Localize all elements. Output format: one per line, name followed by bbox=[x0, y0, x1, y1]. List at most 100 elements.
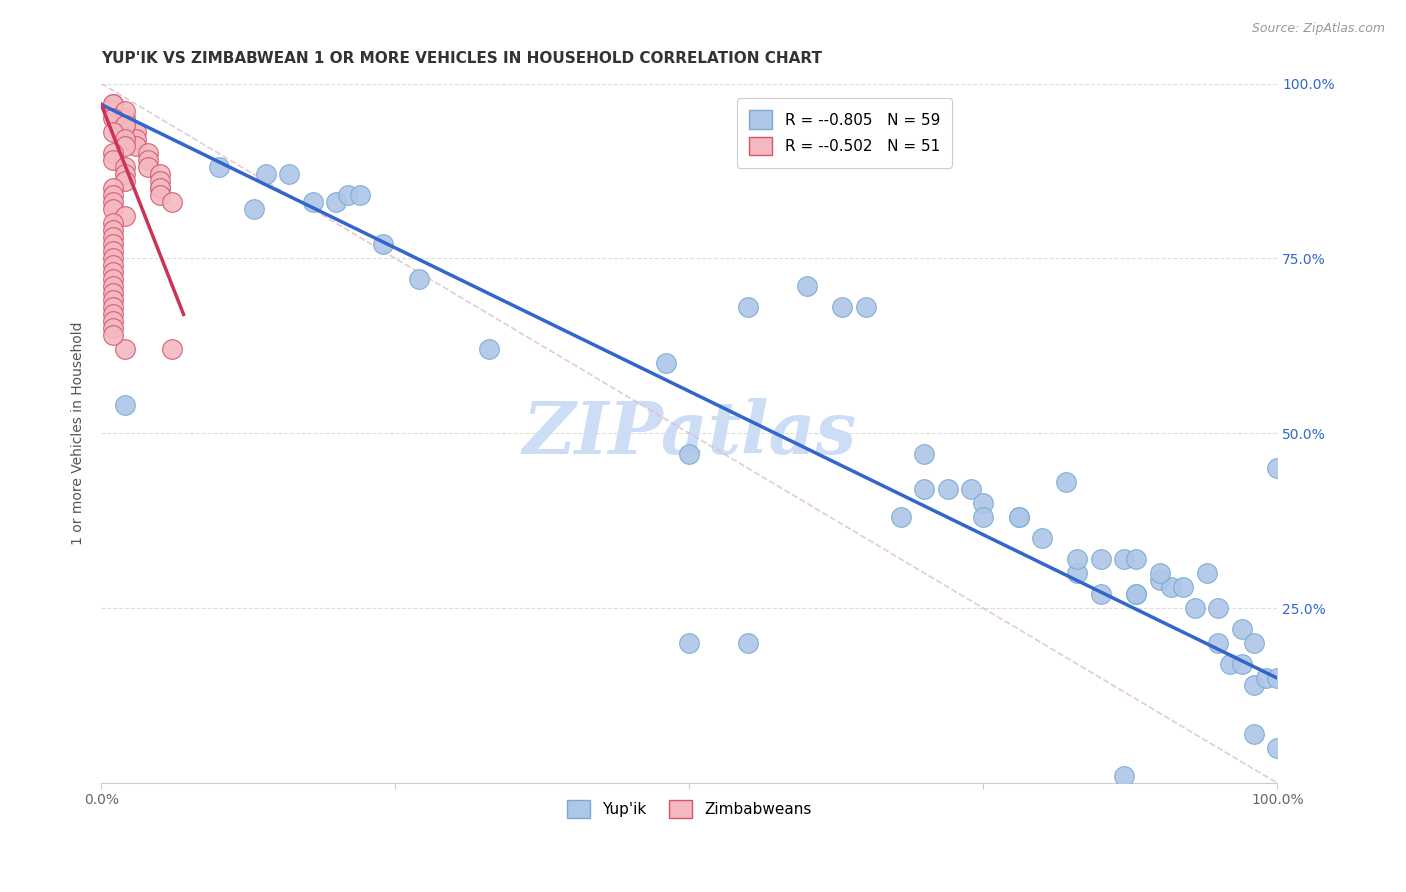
Point bbox=[160, 343, 183, 357]
Point bbox=[125, 139, 148, 153]
Point bbox=[160, 195, 183, 210]
Point bbox=[1114, 769, 1136, 783]
Point bbox=[101, 126, 124, 140]
Point bbox=[114, 119, 136, 133]
Point bbox=[737, 301, 759, 315]
Point bbox=[831, 301, 853, 315]
Point bbox=[1066, 552, 1088, 566]
Point bbox=[408, 272, 430, 286]
Point bbox=[302, 195, 325, 210]
Point bbox=[101, 265, 124, 279]
Point bbox=[1054, 475, 1077, 490]
Text: YUP'IK VS ZIMBABWEAN 1 OR MORE VEHICLES IN HOUSEHOLD CORRELATION CHART: YUP'IK VS ZIMBABWEAN 1 OR MORE VEHICLES … bbox=[101, 51, 823, 66]
Point bbox=[1173, 580, 1195, 594]
Point bbox=[149, 174, 172, 188]
Point bbox=[1265, 461, 1288, 475]
Point bbox=[278, 168, 301, 182]
Point bbox=[678, 636, 700, 650]
Point bbox=[208, 161, 231, 175]
Point bbox=[114, 161, 136, 175]
Point bbox=[149, 181, 172, 195]
Point bbox=[114, 210, 136, 224]
Point bbox=[114, 139, 136, 153]
Point bbox=[737, 636, 759, 650]
Point bbox=[349, 188, 371, 202]
Point bbox=[1219, 657, 1241, 672]
Point bbox=[101, 97, 124, 112]
Point bbox=[1114, 552, 1136, 566]
Point bbox=[914, 482, 936, 496]
Point bbox=[1090, 587, 1112, 601]
Point bbox=[136, 153, 159, 168]
Point bbox=[101, 97, 124, 112]
Point bbox=[101, 195, 124, 210]
Point bbox=[101, 259, 124, 273]
Point bbox=[678, 447, 700, 461]
Text: Source: ZipAtlas.com: Source: ZipAtlas.com bbox=[1251, 22, 1385, 36]
Point bbox=[114, 174, 136, 188]
Point bbox=[1125, 552, 1147, 566]
Point bbox=[1208, 601, 1230, 615]
Point bbox=[855, 301, 877, 315]
Point bbox=[1125, 587, 1147, 601]
Point bbox=[101, 104, 124, 119]
Point bbox=[101, 146, 124, 161]
Legend: Yup'ik, Zimbabweans: Yup'ik, Zimbabweans bbox=[561, 794, 818, 824]
Point bbox=[149, 188, 172, 202]
Point bbox=[1184, 601, 1206, 615]
Point bbox=[114, 112, 136, 126]
Point bbox=[1243, 727, 1265, 741]
Point bbox=[325, 195, 347, 210]
Point bbox=[101, 272, 124, 286]
Point bbox=[101, 244, 124, 259]
Point bbox=[1195, 566, 1218, 581]
Point bbox=[1149, 573, 1171, 587]
Point bbox=[1208, 636, 1230, 650]
Point bbox=[1149, 566, 1171, 581]
Point bbox=[101, 321, 124, 335]
Point bbox=[478, 343, 501, 357]
Y-axis label: 1 or more Vehicles in Household: 1 or more Vehicles in Household bbox=[72, 321, 86, 545]
Point bbox=[914, 447, 936, 461]
Point bbox=[960, 482, 983, 496]
Point bbox=[972, 510, 994, 524]
Point bbox=[1125, 587, 1147, 601]
Point bbox=[101, 230, 124, 244]
Point bbox=[1160, 580, 1182, 594]
Point bbox=[1265, 741, 1288, 756]
Point bbox=[1243, 636, 1265, 650]
Point bbox=[101, 181, 124, 195]
Point bbox=[1254, 671, 1277, 685]
Point bbox=[1007, 510, 1029, 524]
Point bbox=[136, 146, 159, 161]
Point bbox=[101, 223, 124, 237]
Point bbox=[337, 188, 360, 202]
Point bbox=[114, 104, 136, 119]
Point bbox=[101, 153, 124, 168]
Point bbox=[101, 188, 124, 202]
Point bbox=[136, 161, 159, 175]
Text: ZIPatlas: ZIPatlas bbox=[522, 398, 856, 469]
Point bbox=[101, 301, 124, 315]
Point bbox=[149, 168, 172, 182]
Point bbox=[114, 132, 136, 146]
Point bbox=[101, 252, 124, 266]
Point bbox=[1066, 566, 1088, 581]
Point bbox=[1007, 510, 1029, 524]
Point bbox=[114, 343, 136, 357]
Point bbox=[1230, 657, 1253, 672]
Point bbox=[1090, 552, 1112, 566]
Point bbox=[254, 168, 277, 182]
Point bbox=[101, 314, 124, 328]
Point bbox=[101, 202, 124, 217]
Point bbox=[936, 482, 959, 496]
Point bbox=[101, 216, 124, 230]
Point bbox=[101, 286, 124, 301]
Point bbox=[125, 126, 148, 140]
Point bbox=[373, 237, 395, 252]
Point bbox=[1031, 531, 1053, 545]
Point bbox=[101, 279, 124, 293]
Point bbox=[243, 202, 266, 217]
Point bbox=[101, 237, 124, 252]
Point bbox=[1265, 671, 1288, 685]
